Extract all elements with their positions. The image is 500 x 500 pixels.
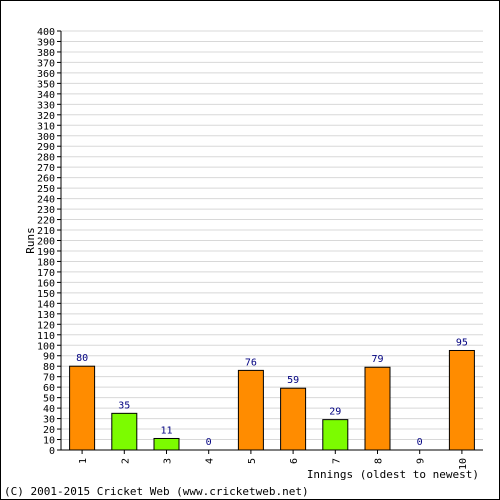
y-tick-label: 220 (37, 216, 55, 227)
y-tick-label: 80 (43, 362, 55, 373)
x-tick-label: 2 (120, 458, 131, 464)
y-tick-label: 340 (37, 90, 55, 101)
y-axis-ticks: 0102030405060708090100110120130140150160… (37, 27, 61, 457)
y-tick-label: 200 (37, 237, 55, 248)
y-tick-label: 250 (37, 184, 55, 195)
bar (111, 412, 138, 451)
y-tick-label: 370 (37, 58, 55, 69)
y-tick-label: 170 (37, 268, 55, 279)
y-tick-label: 330 (37, 100, 55, 111)
y-tick-label: 360 (37, 69, 55, 80)
y-tick-label: 0 (49, 446, 55, 457)
x-tick-label: 5 (247, 458, 258, 464)
y-tick-label: 280 (37, 153, 55, 164)
bar-value-label: 95 (456, 337, 468, 348)
y-tick-label: 290 (37, 142, 55, 153)
y-tick-label: 240 (37, 195, 55, 206)
bar-value-label: 29 (329, 407, 341, 418)
gridlines (61, 30, 483, 441)
data-labels: 80 35 11 0 76 59 29 79 0 95 (76, 337, 468, 448)
bar-value-label: 76 (245, 357, 257, 368)
y-tick-label: 100 (37, 341, 55, 352)
bar (322, 419, 349, 451)
x-axis-ticks: 1 2 3 4 5 6 7 8 9 10 (78, 450, 469, 470)
bar-value-label: 80 (76, 353, 88, 364)
x-axis-title: Innings (oldest to newest) (307, 468, 479, 481)
y-tick-label: 30 (43, 415, 55, 426)
y-tick-label: 300 (37, 132, 55, 143)
y-tick-label: 180 (37, 257, 55, 268)
bar (448, 349, 475, 451)
x-tick-label: 8 (374, 458, 385, 464)
x-tick-label: 7 (331, 458, 342, 464)
y-tick-label: 390 (37, 37, 55, 48)
bar (69, 365, 96, 451)
y-tick-label: 350 (37, 79, 55, 90)
x-tick-label: 9 (416, 458, 427, 464)
x-tick-label: 4 (205, 458, 216, 464)
y-tick-label: 90 (43, 352, 55, 363)
y-tick-label: 260 (37, 174, 55, 185)
y-tick-label: 210 (37, 226, 55, 237)
bar-value-label: 59 (287, 375, 299, 386)
bar (237, 369, 264, 451)
bar (153, 437, 180, 451)
y-tick-label: 10 (43, 436, 55, 447)
y-tick-label: 70 (43, 373, 55, 384)
y-tick-label: 400 (37, 27, 55, 38)
bar-value-label: 0 (417, 437, 423, 448)
x-tick-label: 10 (458, 458, 469, 470)
x-tick-label: 6 (289, 458, 300, 464)
y-axis-title: Runs (24, 227, 37, 254)
x-tick-label: 3 (163, 458, 174, 464)
y-tick-label: 160 (37, 278, 55, 289)
y-tick-label: 380 (37, 48, 55, 59)
y-tick-label: 130 (37, 310, 55, 321)
y-tick-label: 270 (37, 163, 55, 174)
bar (280, 387, 307, 451)
y-tick-label: 310 (37, 121, 55, 132)
y-tick-label: 20 (43, 425, 55, 436)
y-tick-label: 190 (37, 247, 55, 258)
x-tick-label: 1 (78, 458, 89, 464)
y-tick-label: 50 (43, 394, 55, 405)
y-tick-label: 110 (37, 331, 55, 342)
bar-value-label: 11 (160, 425, 172, 436)
copyright-footer: (C) 2001-2015 Cricket Web (www.cricketwe… (4, 485, 309, 498)
y-tick-label: 60 (43, 383, 55, 394)
y-tick-label: 230 (37, 205, 55, 216)
y-tick-label: 320 (37, 111, 55, 122)
bar (364, 366, 391, 451)
y-tick-label: 40 (43, 404, 55, 415)
y-tick-label: 150 (37, 289, 55, 300)
y-tick-label: 120 (37, 320, 55, 331)
bar-value-label: 79 (371, 354, 383, 365)
bar-value-label: 0 (206, 437, 212, 448)
bar-value-label: 35 (118, 400, 130, 411)
y-tick-label: 140 (37, 299, 55, 310)
